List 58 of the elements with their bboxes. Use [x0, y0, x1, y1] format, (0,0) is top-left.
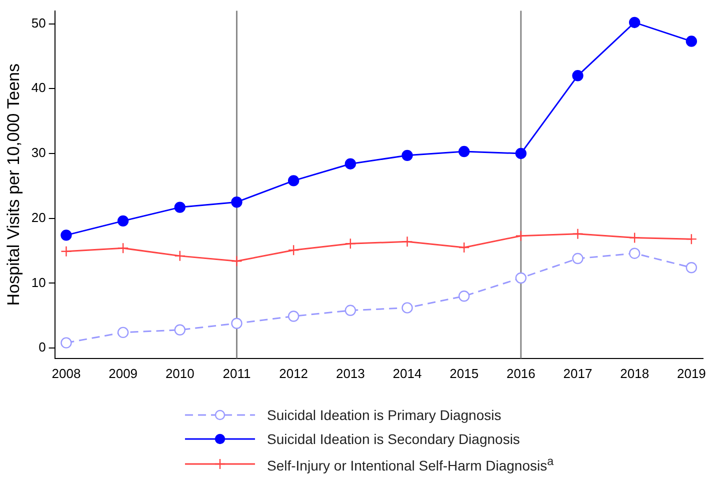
point	[515, 148, 527, 160]
point	[231, 256, 242, 267]
point	[572, 70, 584, 82]
x-tick-label: 2016	[506, 366, 536, 381]
point	[402, 150, 413, 162]
legend-label: Self-Injury or Intentional Self-Harm Diagnosis$^{a}$	[267, 455, 554, 474]
point	[572, 228, 584, 240]
y-tick-label: 20	[31, 210, 46, 225]
legend-label: Suicidal Ideation is Primary Diagnosis	[267, 407, 502, 423]
y-tick-label: 30	[31, 145, 46, 160]
x-tick-label: 2018	[620, 366, 650, 381]
point	[288, 310, 300, 322]
y-tick-label: 40	[31, 80, 46, 96]
point	[572, 252, 584, 264]
point	[628, 248, 640, 259]
x-tick-label: 2010	[165, 366, 194, 381]
point	[231, 318, 242, 329]
y-axis-title: Hospital Visits per 10,000 Teens	[4, 63, 23, 306]
x-tick-label: 2014	[392, 366, 422, 381]
point	[117, 215, 129, 227]
point	[628, 16, 640, 28]
point	[174, 324, 186, 336]
point	[288, 244, 300, 256]
legend-label: Suicidal Ideation is Secondary Diagnosis	[267, 431, 520, 447]
point	[344, 158, 356, 170]
point	[344, 238, 356, 250]
x-tick-label: 2015	[450, 366, 479, 381]
point	[458, 290, 470, 302]
point	[117, 326, 129, 338]
point	[344, 304, 356, 316]
point	[458, 146, 470, 158]
point	[402, 302, 413, 314]
x-tick-label: 2011	[222, 366, 251, 381]
x-tick-label: 2013	[336, 366, 365, 381]
point	[117, 242, 129, 254]
y-tick-label: 50	[31, 15, 46, 30]
point	[515, 272, 527, 284]
point	[231, 196, 242, 208]
point	[686, 36, 698, 47]
point	[628, 232, 640, 244]
x-tick-label: 2017	[563, 366, 592, 381]
y-tick-label: 10	[31, 274, 46, 290]
point	[174, 202, 186, 213]
point	[60, 337, 72, 348]
point	[458, 242, 470, 254]
point	[686, 233, 698, 245]
x-tick-label: 2008	[52, 366, 81, 381]
point	[60, 246, 72, 257]
point	[686, 262, 698, 274]
x-tick-label: 2019	[676, 366, 706, 381]
point	[288, 175, 300, 186]
point	[515, 230, 527, 242]
point	[174, 250, 186, 262]
x-tick-label: 2009	[108, 366, 138, 381]
x-tick-label: 2012	[279, 366, 308, 381]
point	[60, 230, 72, 241]
point	[402, 236, 413, 248]
y-tick-label: 0	[38, 340, 46, 355]
